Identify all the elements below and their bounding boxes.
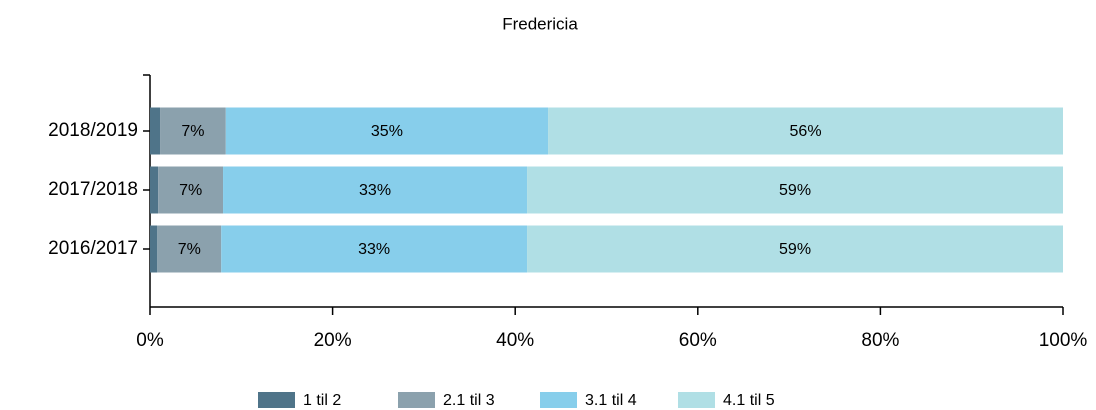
bar-segment (527, 166, 1063, 214)
data-label: 35% (371, 123, 403, 140)
bar-segment (158, 166, 224, 214)
legend-label: 1 til 2 (303, 392, 341, 409)
bar-segment (548, 107, 1063, 155)
legend-swatch (258, 392, 295, 408)
legend-label: 3.1 til 4 (585, 392, 637, 409)
bar-segment (160, 107, 226, 155)
y-tick-label: 2018/2019 (48, 120, 138, 141)
data-label: 7% (181, 123, 204, 140)
x-tick-label: 100% (1039, 330, 1088, 351)
bar-segment (221, 225, 528, 273)
legend-swatch (540, 392, 577, 408)
data-label: 59% (779, 241, 811, 258)
bar-segment (150, 225, 158, 273)
data-label: 33% (358, 241, 390, 258)
legend-label: 2.1 til 3 (443, 392, 495, 409)
legend-label: 4.1 til 5 (723, 392, 775, 409)
bar-segment (527, 225, 1063, 273)
x-tick-label: 80% (861, 330, 899, 351)
bar-segment (150, 107, 161, 155)
bar-segment (150, 166, 159, 214)
bar-segment (157, 225, 222, 273)
data-label: 33% (359, 182, 391, 199)
y-tick-label: 2016/2017 (48, 238, 138, 259)
x-tick-label: 40% (496, 330, 534, 351)
chart-title: Fredericia (502, 14, 578, 33)
y-tick-label: 2017/2018 (48, 179, 138, 200)
bar-segment (223, 166, 528, 214)
data-label: 7% (178, 241, 201, 258)
data-label: 59% (779, 182, 811, 199)
legend-swatch (398, 392, 435, 408)
data-label: 7% (179, 182, 202, 199)
x-tick-label: 60% (679, 330, 717, 351)
x-tick-label: 20% (314, 330, 352, 351)
bar-segment (225, 107, 549, 155)
data-label: 56% (790, 123, 822, 140)
x-tick-label: 0% (136, 330, 164, 351)
legend-swatch (678, 392, 715, 408)
